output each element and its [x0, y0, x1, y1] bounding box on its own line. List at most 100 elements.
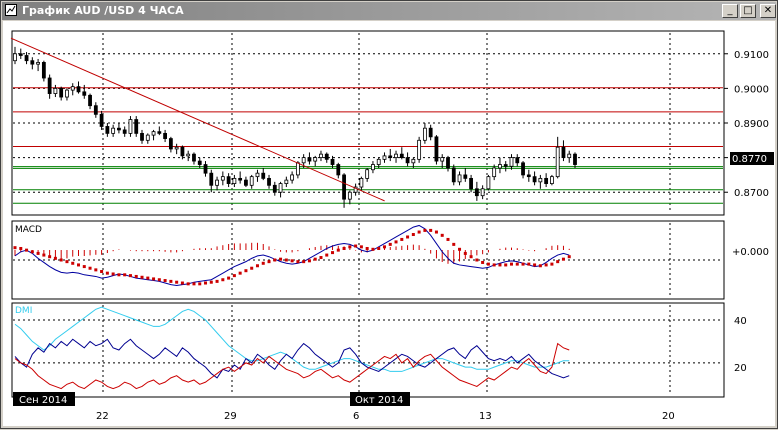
candle-body — [128, 119, 133, 134]
candle-body — [186, 153, 191, 157]
candle-body — [47, 77, 52, 94]
current-price-marker — [730, 152, 774, 165]
candle-body — [532, 176, 537, 183]
macd-signal-point — [146, 276, 150, 280]
dmi-panel[interactable] — [11, 302, 725, 398]
dmi-label: DMI — [15, 306, 32, 316]
macd-signal-point — [221, 278, 225, 282]
candle-body — [117, 127, 121, 131]
candle-body — [469, 177, 473, 190]
candle-body — [249, 176, 254, 186]
dmi-minus-line — [14, 342, 570, 390]
macd-signal-point — [434, 230, 438, 234]
candle-body — [197, 160, 202, 165]
macd-signal-point — [175, 280, 179, 284]
candle-body — [99, 113, 104, 127]
macd-signal-point — [556, 260, 560, 264]
macd-signal-point — [105, 271, 109, 275]
candle-body — [88, 94, 92, 107]
dmi-tick-20: 20 — [734, 363, 747, 374]
candle-body — [457, 174, 462, 183]
macd-signal-point — [192, 282, 196, 286]
candle-body — [290, 174, 295, 181]
macd-signal-point — [521, 262, 525, 266]
candle-body — [168, 138, 173, 150]
minimize-button[interactable]: _ — [722, 4, 738, 18]
support-resistance-levels — [13, 87, 723, 204]
macd-label: MACD — [15, 225, 42, 235]
candle-body — [526, 174, 531, 178]
macd-signal-point — [296, 260, 300, 264]
macd-signal-point — [48, 255, 52, 259]
candle-body — [388, 155, 393, 159]
title-bar[interactable]: График AUD /USD 4 ЧАСА _ □ ✕ — [2, 2, 776, 20]
macd-signal-point — [152, 277, 156, 281]
macd-signal-point — [204, 281, 208, 285]
macd-signal-point — [550, 262, 554, 266]
macd-signal-point — [25, 248, 29, 252]
candle-body — [111, 127, 116, 134]
macd-signal-point — [371, 247, 375, 251]
macd-signal-point — [365, 246, 369, 250]
macd-signal-point — [429, 228, 433, 232]
macd-signal-point — [463, 251, 467, 255]
candle-body — [382, 155, 387, 160]
candle-body — [365, 169, 370, 179]
macd-signal-point — [250, 266, 254, 270]
macd-signal-point — [527, 262, 531, 266]
candle-body — [295, 162, 300, 176]
candle-body — [394, 153, 398, 159]
macd-signal-point — [209, 280, 213, 284]
macd-signal-point — [411, 233, 415, 237]
candle-body — [145, 134, 150, 141]
candle-body — [267, 177, 271, 186]
candle-body — [244, 179, 248, 186]
macd-signal-point — [215, 279, 219, 283]
candle-body — [347, 191, 352, 200]
close-button[interactable]: ✕ — [760, 4, 776, 18]
candle-body — [555, 146, 560, 178]
candle-body — [209, 172, 214, 186]
candle-body — [480, 188, 485, 197]
maximize-button[interactable]: □ — [740, 4, 756, 18]
macd-signal-point — [417, 230, 421, 234]
candle-body — [422, 127, 427, 141]
candle-body — [122, 129, 127, 134]
macd-signal-point — [538, 264, 542, 268]
macd-signal-point — [342, 246, 346, 250]
macd-signal-point — [227, 276, 231, 280]
candle-body — [41, 62, 46, 79]
candle-body — [226, 176, 231, 184]
candle-body — [503, 164, 508, 167]
macd-signal-point — [186, 282, 190, 286]
candle-body — [399, 153, 404, 159]
candle-body — [371, 164, 375, 171]
candle-body — [82, 91, 87, 96]
candle-body — [509, 157, 514, 167]
candle-body — [65, 89, 69, 98]
macd-signal-point — [359, 245, 363, 249]
candle-body — [151, 131, 156, 136]
macd-zero-label: +0.000 — [732, 247, 769, 258]
macd-signal-point — [313, 257, 317, 261]
macd-signal-point — [30, 250, 34, 254]
macd-signal-point — [42, 253, 46, 257]
macd-signal-point — [261, 261, 265, 265]
candle-body — [544, 177, 549, 184]
macd-signal-point — [377, 246, 381, 250]
candle-body — [157, 131, 162, 134]
candle-body — [174, 146, 179, 150]
candle-body — [515, 157, 520, 164]
macd-signal-point — [134, 274, 138, 278]
candle-body — [463, 174, 468, 179]
macd-signal-point — [446, 237, 450, 241]
candle-body — [538, 177, 543, 183]
trendline[interactable] — [10, 37, 385, 202]
macd-signal-point — [423, 228, 427, 232]
macd-signal-point — [123, 273, 127, 277]
time-label-22: 22 — [96, 411, 109, 422]
macd-signal-point — [157, 278, 161, 282]
